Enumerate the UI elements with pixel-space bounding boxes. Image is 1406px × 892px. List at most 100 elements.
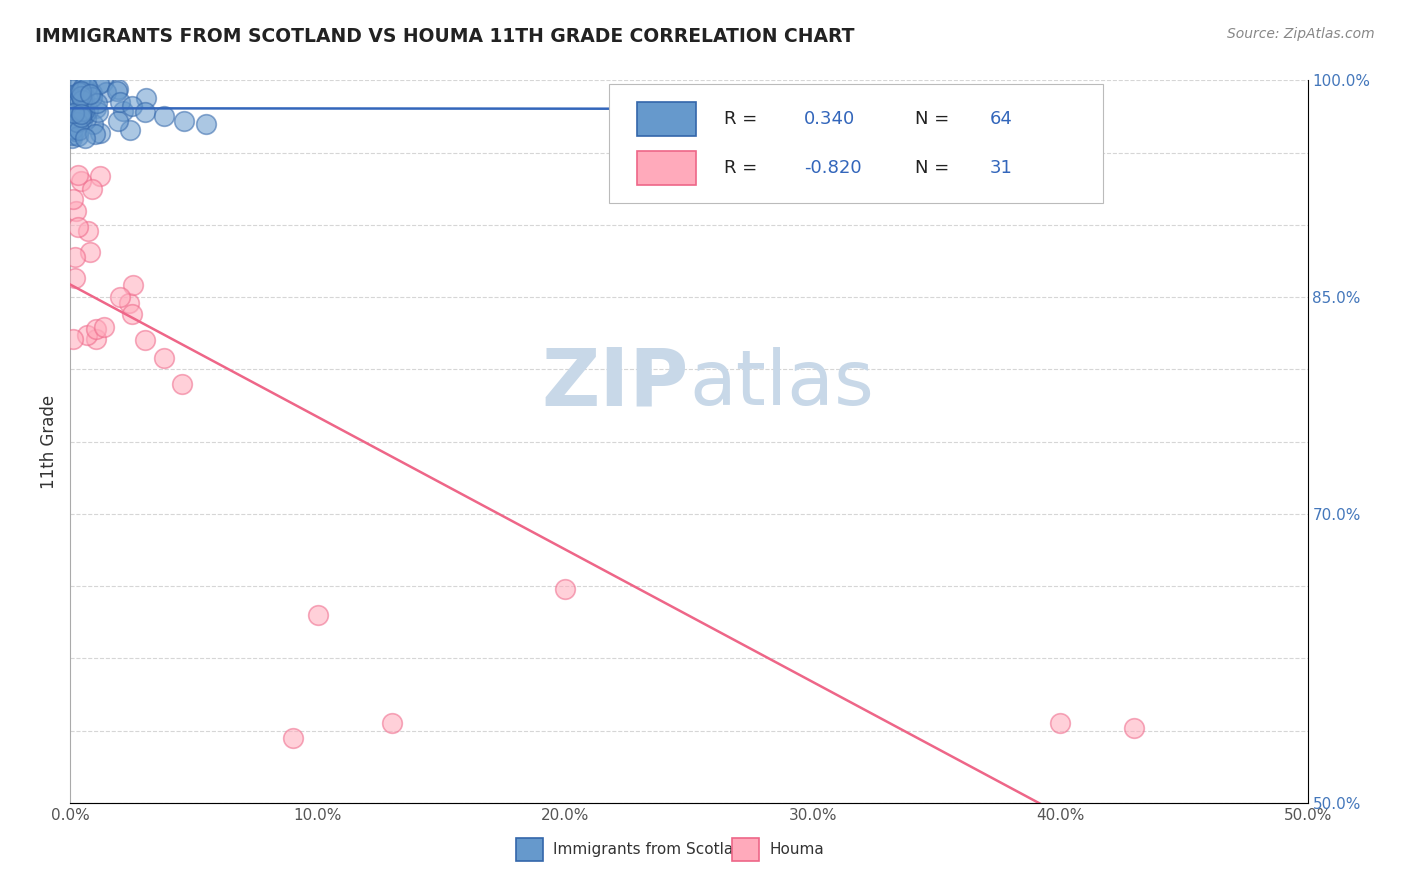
Point xyxy=(75,112,97,127)
Point xyxy=(65,112,87,126)
Text: -0.820: -0.820 xyxy=(804,159,862,178)
Point xyxy=(153,109,176,123)
Point xyxy=(82,87,104,101)
Point xyxy=(76,327,98,342)
Point xyxy=(381,716,404,731)
Point xyxy=(70,90,93,104)
Point xyxy=(96,85,118,99)
Point xyxy=(65,113,87,128)
Text: R =: R = xyxy=(724,159,762,178)
Point xyxy=(70,113,93,128)
Point xyxy=(60,88,83,103)
Point xyxy=(67,92,90,106)
Point xyxy=(67,219,90,234)
Bar xyxy=(516,838,543,862)
Point xyxy=(112,104,135,119)
Point xyxy=(121,99,143,113)
Point xyxy=(84,322,107,336)
Point xyxy=(76,80,98,95)
FancyBboxPatch shape xyxy=(609,84,1104,203)
Point xyxy=(75,76,97,90)
Point xyxy=(153,351,176,365)
Point xyxy=(66,103,89,118)
Point xyxy=(89,169,111,183)
Text: IMMIGRANTS FROM SCOTLAND VS HOUMA 11TH GRADE CORRELATION CHART: IMMIGRANTS FROM SCOTLAND VS HOUMA 11TH G… xyxy=(35,27,855,45)
Point xyxy=(79,87,101,102)
Point xyxy=(72,93,94,107)
Point xyxy=(73,107,96,121)
Point xyxy=(87,105,110,120)
Point xyxy=(173,113,195,128)
Text: Immigrants from Scotland: Immigrants from Scotland xyxy=(553,842,752,857)
Point xyxy=(121,278,143,293)
Point xyxy=(62,193,84,207)
Point xyxy=(80,89,103,103)
Point xyxy=(84,101,107,115)
Point xyxy=(60,131,83,145)
Point xyxy=(73,104,96,119)
Point xyxy=(70,84,93,98)
Point xyxy=(62,332,84,346)
Text: Source: ZipAtlas.com: Source: ZipAtlas.com xyxy=(1227,27,1375,41)
Point xyxy=(69,174,91,188)
Point xyxy=(93,320,115,334)
Point xyxy=(60,128,83,142)
Text: N =: N = xyxy=(915,110,955,128)
Point xyxy=(91,75,114,89)
Point xyxy=(63,123,86,137)
Text: 31: 31 xyxy=(990,159,1012,178)
Point xyxy=(65,203,87,218)
Point xyxy=(107,82,129,96)
Text: ZIP: ZIP xyxy=(541,344,689,423)
Point xyxy=(86,332,108,346)
Point xyxy=(307,607,329,622)
Point xyxy=(73,130,96,145)
Point xyxy=(77,103,100,117)
Point xyxy=(281,731,304,745)
Point xyxy=(108,290,131,304)
Point xyxy=(60,82,83,96)
Text: atlas: atlas xyxy=(689,347,873,421)
Point xyxy=(63,106,86,120)
Point xyxy=(84,127,107,141)
Point xyxy=(67,85,90,99)
Bar xyxy=(733,838,759,862)
Point xyxy=(63,271,86,285)
Point xyxy=(1123,721,1146,735)
Point xyxy=(134,334,156,348)
Point xyxy=(73,92,96,106)
Point xyxy=(72,85,94,99)
Point xyxy=(89,77,111,91)
Point xyxy=(69,122,91,136)
Point xyxy=(1049,716,1071,731)
Text: R =: R = xyxy=(724,110,762,128)
Text: Houma: Houma xyxy=(769,842,824,857)
Bar xyxy=(637,102,696,136)
Point xyxy=(134,105,156,120)
Point xyxy=(70,89,93,103)
Point xyxy=(66,168,89,182)
Point xyxy=(63,101,86,115)
Point xyxy=(70,107,93,121)
Point xyxy=(118,295,141,310)
Point xyxy=(65,250,87,264)
Point xyxy=(73,96,96,111)
Point xyxy=(195,117,218,131)
Point xyxy=(69,77,91,91)
Point xyxy=(77,224,100,238)
Point xyxy=(66,128,89,143)
Point xyxy=(86,96,108,111)
Point xyxy=(72,79,94,94)
Point xyxy=(105,84,128,98)
Point xyxy=(135,91,157,105)
Bar xyxy=(637,152,696,185)
Point xyxy=(79,245,101,260)
Text: N =: N = xyxy=(915,159,955,178)
Text: 0.340: 0.340 xyxy=(804,110,855,128)
Point xyxy=(554,582,576,596)
Point xyxy=(70,111,93,125)
Point xyxy=(108,95,131,109)
Point xyxy=(69,86,91,100)
Point xyxy=(62,121,84,136)
Point xyxy=(107,113,129,128)
